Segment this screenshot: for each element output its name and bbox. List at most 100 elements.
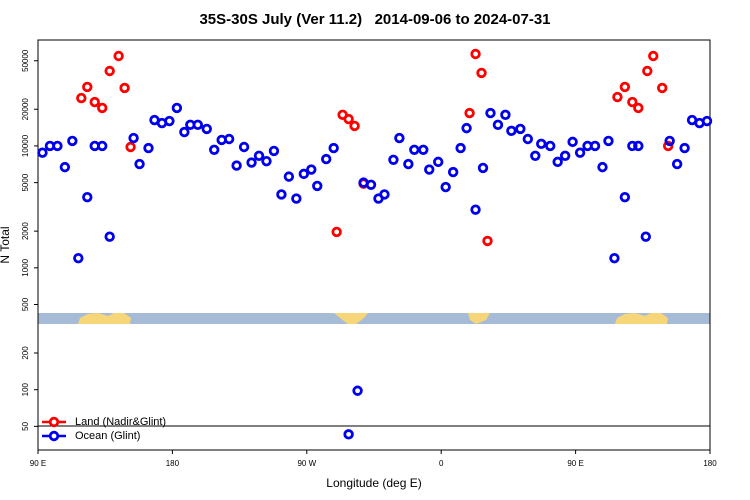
y-tick-label: 20000: [21, 98, 30, 121]
y-tick-label: 50: [21, 421, 30, 430]
point: [298, 168, 310, 180]
point: [134, 158, 145, 170]
y-tick-label: 1000: [21, 258, 30, 276]
point: [113, 50, 124, 62]
point: [409, 144, 420, 155]
point: [574, 147, 586, 158]
y-axis-label: N Total: [0, 226, 12, 263]
point: [261, 155, 272, 167]
point: [485, 107, 496, 119]
point: [312, 180, 323, 192]
point: [253, 150, 265, 162]
point: [76, 92, 87, 104]
y-tick-label: 200: [21, 346, 30, 360]
legend-marker: [48, 416, 60, 428]
point: [482, 235, 493, 247]
point: [662, 140, 674, 152]
point: [73, 252, 84, 264]
point: [246, 157, 257, 168]
point: [603, 135, 614, 147]
point: [619, 81, 631, 93]
point: [589, 140, 601, 152]
point: [461, 122, 472, 134]
point: [291, 193, 302, 204]
point: [455, 142, 466, 154]
point: [642, 65, 653, 77]
point: [640, 231, 651, 242]
plot-frame: [37, 39, 711, 451]
point: [52, 140, 63, 152]
point: [648, 50, 659, 62]
point: [403, 158, 414, 170]
point: [492, 119, 504, 131]
point: [119, 82, 130, 94]
ocean-strip: [38, 313, 710, 324]
point: [394, 132, 405, 144]
point: [283, 171, 295, 182]
point: [321, 153, 332, 165]
point: [515, 123, 526, 135]
land-shape: [615, 313, 668, 324]
point: [464, 107, 475, 119]
point: [559, 150, 571, 162]
point: [352, 385, 363, 396]
point: [89, 96, 100, 108]
point: [97, 102, 108, 114]
y-tick-label: 5000: [21, 173, 30, 191]
point: [349, 120, 360, 132]
y-tick-label: 10000: [21, 134, 30, 157]
point: [67, 135, 78, 147]
land-shape: [468, 313, 490, 324]
legend-marker: [48, 430, 60, 442]
point: [388, 154, 399, 165]
point: [506, 125, 517, 137]
x-tick-label: 90 E: [567, 459, 583, 468]
point: [627, 96, 638, 108]
point: [104, 231, 115, 242]
x-tick-label: 90 E: [30, 459, 46, 468]
point: [470, 48, 481, 60]
point: [343, 113, 354, 125]
y-tick-label: 100: [21, 382, 30, 396]
point: [209, 144, 220, 155]
legend-label: Ocean (Glint): [75, 430, 140, 442]
point: [447, 166, 459, 178]
point: [418, 144, 429, 155]
x-axis-label: Longitude (deg E): [326, 476, 421, 490]
y-tick-label: 500: [21, 297, 30, 311]
point: [500, 109, 511, 121]
point: [664, 135, 675, 147]
x-tick-label: 180: [166, 459, 180, 468]
point: [612, 91, 623, 103]
point: [104, 65, 115, 77]
point: [470, 204, 481, 215]
point: [657, 82, 668, 94]
point: [331, 226, 342, 238]
land-shape: [334, 313, 368, 324]
point: [125, 141, 136, 153]
point: [59, 161, 71, 173]
x-tick-label: 180: [703, 459, 717, 468]
x-tick-label: 90 W: [297, 459, 316, 468]
land-shape: [78, 313, 131, 324]
point: [82, 81, 93, 93]
point: [179, 126, 190, 138]
x-tick-label: 0: [439, 459, 444, 468]
legend-label: Land (Nadir&Glint): [75, 416, 166, 428]
point: [545, 140, 556, 152]
point: [627, 140, 638, 152]
chart-title: 35S-30S July (Ver 11.2) 2014-09-06 to 20…: [199, 11, 550, 28]
point: [476, 67, 487, 79]
point: [231, 160, 242, 171]
point: [164, 115, 175, 127]
point: [365, 179, 377, 190]
point: [379, 189, 390, 200]
point: [276, 189, 287, 200]
point: [238, 141, 250, 153]
point: [37, 147, 48, 158]
point: [143, 142, 154, 154]
point: [609, 252, 620, 264]
point: [633, 102, 644, 114]
y-tick-label: 2000: [21, 222, 30, 240]
